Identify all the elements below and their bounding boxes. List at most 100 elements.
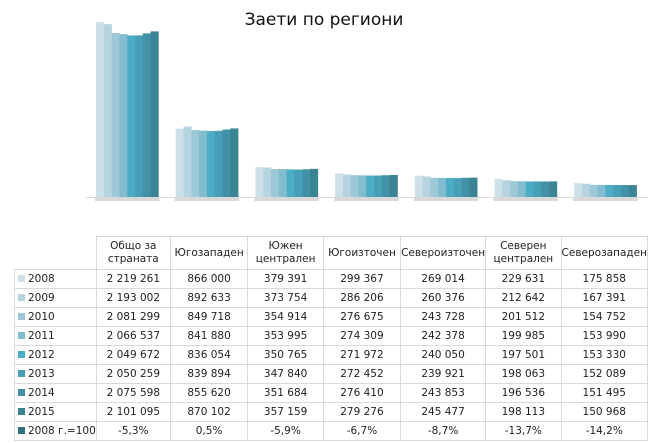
data-cell: 350 765 [247,345,324,365]
data-cell: 243 853 [400,383,487,403]
data-cell: 150 968 [560,402,648,422]
data-cell: 212 642 [485,288,562,308]
data-cell: 351 684 [247,383,324,403]
bar-shadow [174,198,240,201]
data-cell: 2 101 095 [95,402,171,422]
bar-2011-1 [199,130,208,197]
data-cell: -5,3% [95,421,171,441]
bar-2009-5 [502,180,511,197]
data-cell: 242 378 [400,326,487,346]
data-cell: -13,7% [485,421,562,441]
data-cell: 354 914 [247,307,324,327]
data-cell: 240 050 [400,345,487,365]
series-name: 2014 [28,387,55,399]
bar-chart [86,22,648,201]
category-header: Общо за страната [95,236,171,270]
table-row: 2010 2 081 299 849 718 354 914 276 675 243 72… [14,307,648,327]
bar-2011-6 [597,184,606,197]
bar-2014-1 [222,129,231,197]
bar-shadow [493,198,558,201]
bar-2012-1 [206,131,215,197]
bar-shadow [573,198,638,201]
bar-2012-4 [446,178,455,197]
bar-2012-6 [605,184,614,197]
bar-2013-1 [214,130,223,197]
bar-2010-5 [510,181,519,197]
data-cell: 357 159 [247,402,324,422]
data-cell: 870 102 [169,402,249,422]
bar-2012-5 [525,181,534,197]
series-name: 2008 [28,273,55,285]
bar-2013-5 [533,181,542,197]
series-label: 2009 [14,288,97,308]
data-cell: 353 995 [247,326,324,346]
bar-shadow [95,198,160,201]
bar-2014-4 [461,177,470,197]
category-header: Югозападен [169,236,249,270]
data-cell: 243 728 [400,307,487,327]
table-row: 2008 2 219 261 866 000 379 391 299 367 269 01… [14,269,648,289]
data-cell: -8,7% [400,421,487,441]
category-header: Североизточен [400,236,487,270]
bar-2013-4 [453,178,462,197]
bar-2015-0 [150,31,159,198]
bar-2012-0 [127,35,136,197]
bar-2010-6 [589,184,598,197]
bar-2015-6 [628,185,637,197]
bar-2011-4 [438,177,447,197]
series-label: 2010 [14,307,97,327]
data-cell: 892 633 [169,288,249,308]
data-cell: 276 410 [322,383,402,403]
category-header: Северен централен [485,236,562,270]
data-cell: 839 894 [169,364,249,384]
data-cell: 855 620 [169,383,249,403]
data-cell: 276 675 [322,307,402,327]
data-cell: 373 754 [247,288,324,308]
category-header: Южен централен [247,236,324,270]
bar-2010-1 [191,130,200,197]
legend-key-icon [18,275,25,282]
data-cell: 175 858 [560,269,648,289]
table-row: 2011 2 066 537 841 880 353 995 274 309 242 37… [14,326,648,346]
data-cell: 272 452 [322,364,402,384]
legend-key-icon [18,389,25,396]
series-name: 2009 [28,292,55,304]
data-cell: 279 276 [322,402,402,422]
bar-2008-3 [335,173,344,197]
data-cell: 199 985 [485,326,562,346]
series-label: 2013 [14,364,97,384]
bar-2014-6 [621,185,630,197]
bar-2008-5 [494,178,503,197]
legend-key-icon [18,370,25,377]
bar-2011-3 [358,175,367,197]
data-cell: -5,9% [247,421,324,441]
category-header: Северозападен [560,236,648,270]
table-row: 2015 2 101 095 870 102 357 159 279 276 245 47… [14,402,648,422]
data-cell: 299 367 [322,269,402,289]
series-name: 2012 [28,349,55,361]
bar-2010-3 [350,175,359,197]
data-cell: 379 391 [247,269,324,289]
data-cell: 239 921 [400,364,487,384]
bar-2008-2 [255,167,264,197]
data-cell: 260 376 [400,288,487,308]
bar-2011-0 [119,34,128,198]
bar-2014-5 [541,181,550,197]
data-cell: 0,5% [169,421,249,441]
data-cell: 198 113 [485,402,562,422]
data-cell: 2 050 259 [95,364,171,384]
data-cell: 2 075 598 [95,383,171,403]
data-cell: 849 718 [169,307,249,327]
bar-shadow [413,198,479,201]
table-row: 2013 2 050 259 839 894 347 840 272 452 239 92… [14,364,648,384]
legend-key-icon [18,332,25,339]
data-cell: 841 880 [169,326,249,346]
bar-2008-1 [175,128,184,197]
series-label: 2008 г.=100 [14,421,97,441]
data-cell: 271 972 [322,345,402,365]
bar-shadow [254,198,319,201]
data-cell: -14,2% [560,421,648,441]
data-cell: 2 081 299 [95,307,171,327]
series-name: 2011 [28,330,55,342]
bar-2008-4 [414,175,423,197]
